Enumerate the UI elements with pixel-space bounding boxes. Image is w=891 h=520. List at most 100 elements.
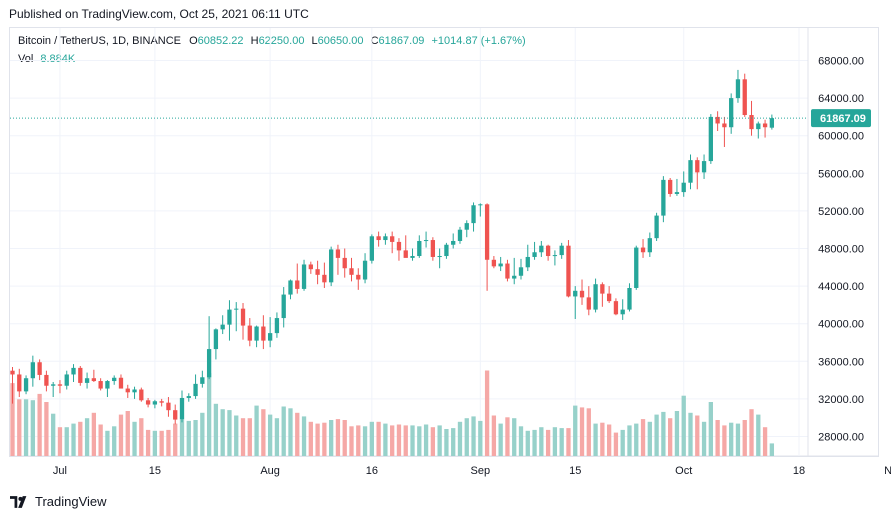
candle-body — [756, 123, 761, 130]
volume-bar — [423, 424, 429, 456]
volume-bar — [227, 410, 232, 456]
candle-body — [349, 268, 354, 275]
candle-body — [329, 249, 334, 283]
candle-body — [593, 284, 598, 310]
candle-body — [722, 123, 727, 128]
candle-body — [145, 400, 151, 405]
candle — [634, 245, 639, 290]
candle — [322, 262, 327, 288]
candle — [91, 369, 97, 382]
candle-body — [688, 160, 693, 183]
candle — [234, 302, 239, 332]
candle — [417, 235, 422, 258]
volume-bar — [674, 411, 680, 456]
volume-bar — [437, 425, 442, 456]
candle — [37, 359, 42, 381]
volume-bar — [451, 428, 456, 456]
time-tick-label: 15 — [149, 465, 161, 477]
volume-bar — [457, 421, 463, 456]
candle-body — [735, 79, 741, 99]
candle-body — [518, 267, 524, 276]
candle-body — [403, 250, 408, 258]
candle-body — [335, 249, 341, 258]
volume-bar — [267, 414, 273, 456]
volume-bar — [661, 411, 666, 456]
candle-body — [383, 236, 388, 241]
volume-bar — [145, 429, 151, 456]
volume-bar — [390, 425, 395, 456]
candle-body — [742, 79, 747, 116]
volume-bar — [125, 411, 130, 456]
candle-body — [193, 383, 198, 397]
volume-bar — [769, 443, 775, 456]
candle — [112, 375, 117, 385]
candle — [84, 372, 90, 389]
candle — [722, 116, 727, 147]
volume-bar — [51, 413, 56, 456]
candle — [390, 231, 395, 254]
volume-bar — [274, 418, 280, 456]
price-tick-label: 60000.00 — [818, 131, 864, 143]
candle-body — [356, 274, 361, 280]
candle-body — [654, 215, 659, 239]
volume-bar — [349, 426, 354, 456]
volume-bar — [403, 425, 408, 456]
candle-body — [37, 362, 42, 375]
candle-body — [71, 367, 76, 375]
candle-body — [261, 326, 266, 341]
close-value: 61867.09 — [378, 35, 425, 47]
volume-bar — [491, 415, 497, 456]
candle — [688, 154, 693, 190]
candle-body — [362, 260, 368, 280]
candle — [498, 256, 503, 272]
candle — [491, 256, 497, 269]
volume-bar — [471, 416, 476, 456]
candle-body — [559, 245, 564, 256]
time-tick-label: Oct — [675, 465, 692, 477]
candle-body — [234, 308, 239, 310]
price-axis[interactable]: 68000.00 64000.00 60000.00 56000.00 52000.00… — [818, 56, 864, 444]
volume-bar — [512, 418, 517, 456]
volume-bar — [261, 409, 266, 456]
candle-body — [539, 245, 544, 253]
volume-bar — [498, 423, 503, 456]
volume-label: Vol — [18, 53, 34, 65]
volume-bar — [30, 400, 35, 456]
time-axis[interactable]: Jul 15 Aug 16 Sep 15 Oct 18 Nov — [53, 465, 891, 477]
candle — [593, 278, 598, 313]
candle — [471, 202, 476, 232]
volume-bar — [552, 427, 558, 456]
low-value: 60650.00 — [317, 35, 364, 47]
volume-bar — [478, 420, 483, 456]
candle-body — [491, 259, 497, 267]
time-tick-label: 18 — [793, 465, 805, 477]
candle — [586, 286, 591, 316]
candle — [308, 261, 313, 274]
volume-bar — [613, 432, 619, 456]
volume-bar — [186, 420, 191, 456]
open-label: O — [189, 35, 198, 47]
candle-body — [179, 397, 185, 420]
volume-bar — [579, 407, 585, 456]
footer-brand[interactable]: TradingView — [10, 494, 107, 509]
candle — [10, 366, 15, 404]
candle-body — [288, 280, 293, 295]
candle-body — [220, 324, 225, 330]
volume-bar — [288, 408, 293, 456]
volume-bar — [193, 420, 198, 456]
volume-bar — [518, 426, 524, 456]
volume-bar — [64, 427, 69, 456]
candle-body — [118, 377, 124, 389]
candle — [484, 203, 490, 291]
candle — [247, 318, 252, 347]
symbol-title: Bitcoin / TetherUS, 1D, BINANCE — [18, 35, 182, 47]
candle — [200, 370, 205, 388]
volume-bar — [342, 420, 347, 456]
candle — [654, 212, 659, 241]
candle — [505, 259, 510, 282]
volume-bar — [532, 429, 537, 456]
volume-bar — [735, 423, 741, 456]
candle-body — [281, 294, 286, 319]
volume-bar — [430, 427, 436, 456]
